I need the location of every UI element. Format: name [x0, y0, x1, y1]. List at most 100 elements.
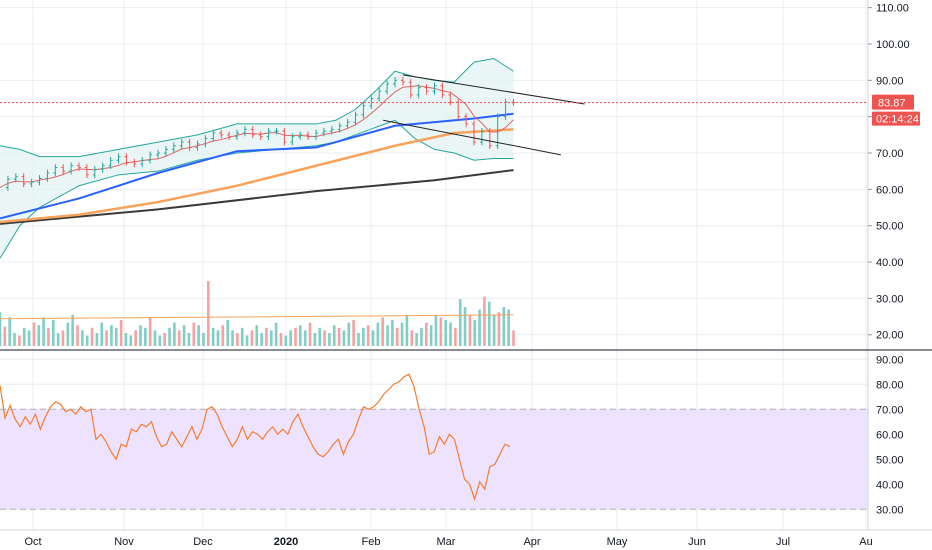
- volume-bar: [449, 322, 452, 346]
- volume-bar: [8, 317, 11, 346]
- volume-bar: [492, 314, 496, 346]
- volume-bar: [192, 322, 196, 346]
- rsi-band: [0, 408, 868, 510]
- volume-bar: [114, 327, 118, 346]
- volume-bar: [468, 314, 472, 346]
- volume-bar: [110, 325, 113, 346]
- x-tick-label: Jun: [688, 536, 706, 548]
- volume-bar: [284, 335, 288, 346]
- rsi-band-fill: [0, 409, 868, 510]
- volume-bar: [158, 335, 162, 346]
- volume-bar: [347, 322, 351, 346]
- volume-bar: [56, 333, 60, 346]
- volume-bar: [85, 335, 89, 346]
- volume-bar: [429, 325, 433, 346]
- ema-line: [0, 85, 514, 188]
- moving-averages: [0, 85, 514, 225]
- volume-bar: [13, 333, 16, 346]
- volume-bar: [400, 322, 404, 346]
- rsi-series: [0, 373, 511, 502]
- volume-bar: [458, 299, 462, 346]
- volume-bar: [405, 314, 409, 346]
- rsi-tick-label: 50.00: [876, 454, 904, 466]
- trendline-lower: [383, 119, 561, 156]
- volume-bar: [240, 327, 244, 346]
- volume-bar: [207, 281, 210, 346]
- volume-bar: [197, 325, 200, 346]
- x-tick-label: May: [607, 536, 628, 548]
- x-tick-label: Dec: [193, 536, 213, 548]
- volume-bar: [66, 322, 70, 346]
- rsi-tick-label: 70.00: [876, 404, 904, 416]
- volume-bar: [434, 314, 438, 346]
- volume-bar: [231, 330, 234, 346]
- volume-bar: [95, 333, 99, 346]
- volume-bar: [497, 312, 501, 346]
- volume-bar: [279, 333, 283, 346]
- volume-bar: [337, 327, 341, 346]
- y-tick-label: 60.00: [876, 184, 904, 196]
- y-tick-label: 40.00: [876, 257, 904, 269]
- volume-bar: [153, 330, 157, 346]
- volume-bar: [386, 325, 389, 346]
- volume-bar: [294, 327, 297, 346]
- volume-bar: [410, 330, 414, 346]
- volume-bar: [454, 327, 457, 346]
- rsi-tick-label: 40.00: [876, 479, 904, 491]
- volume-bar: [250, 330, 254, 346]
- x-tick-label: Oct: [24, 536, 41, 548]
- volume-bar: [0, 312, 2, 346]
- x-tick-label: Au: [859, 536, 872, 548]
- volume-bar: [478, 309, 481, 346]
- volume-bar: [328, 333, 331, 346]
- volume-bar: [177, 330, 181, 346]
- volume-bar: [260, 333, 263, 346]
- countdown-badge: [872, 111, 920, 126]
- volume-bar: [473, 320, 477, 346]
- y-tick-label: 90.00: [876, 75, 904, 87]
- bollinger-upper: [0, 57, 514, 158]
- volume-bar: [289, 330, 292, 346]
- volume-bar: [105, 330, 108, 346]
- volume-bar: [144, 327, 147, 346]
- volume-bar: [51, 320, 55, 346]
- rsi-tick-label: 30.00: [876, 504, 904, 516]
- volume-bar: [216, 330, 220, 346]
- x-tick-label: Nov: [114, 536, 134, 548]
- volume-bar: [81, 330, 84, 346]
- candlesticks: [5, 77, 516, 191]
- volume-bar: [395, 327, 399, 346]
- trendlines: [0, 74, 868, 156]
- trendline-upper: [402, 74, 585, 105]
- rsi-tick-label: 60.00: [876, 429, 904, 441]
- rsi-tick-label: 80.00: [876, 379, 904, 391]
- volume-bar: [366, 325, 370, 346]
- y-tick-label: 50.00: [876, 221, 904, 233]
- bollinger-fill: [0, 58, 514, 259]
- rsi-tick-label: 90.00: [876, 354, 904, 366]
- rsi-line: [0, 373, 511, 502]
- volume-bar: [381, 317, 385, 346]
- sma-200-line: [0, 169, 514, 225]
- x-tick-label: 2020: [274, 536, 298, 548]
- volume-bar: [332, 325, 336, 346]
- volume-bar: [211, 327, 215, 346]
- volume-bar: [376, 322, 380, 346]
- volume-bar: [439, 317, 443, 346]
- volume-bar: [71, 314, 74, 346]
- volume-bar: [391, 320, 394, 346]
- volume-bar: [163, 333, 167, 346]
- volume-bar: [502, 307, 506, 346]
- volume-bar: [32, 322, 36, 346]
- volume-bar: [182, 325, 186, 346]
- price-badges: 83.87 02:14:24: [872, 94, 920, 126]
- volume-bar: [134, 330, 137, 346]
- volume-bar: [415, 333, 418, 346]
- volume-bar: [265, 327, 268, 346]
- volume-bar: [76, 325, 79, 346]
- volume-bar: [255, 325, 259, 346]
- volume-bar: [318, 327, 322, 346]
- volume-bar: [269, 330, 273, 346]
- volume-bar: [357, 333, 360, 346]
